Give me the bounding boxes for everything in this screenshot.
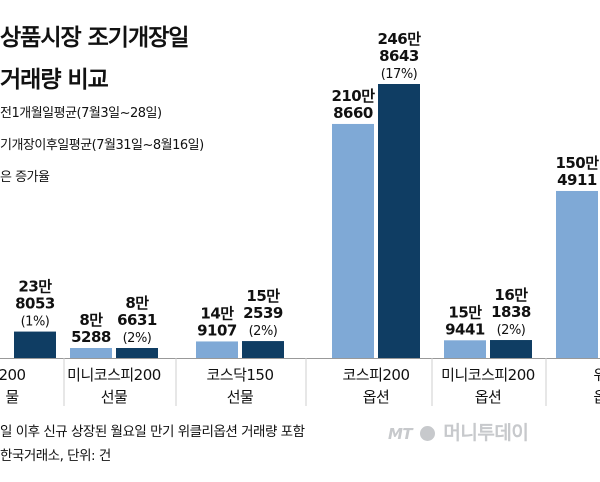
legend-before-label: 전1개월일평균(7월3일~28일) — [0, 106, 162, 121]
value-label-after-3-0: 246만 — [377, 30, 421, 48]
value-label-after-2-2: (2%) — [249, 324, 278, 339]
value-label-after-2-0: 15만 — [246, 287, 280, 305]
legend-after-label: 기개장이후일평균(7월31일~8월16일) — [0, 138, 204, 153]
value-label-before-1-1: 5288 — [71, 328, 111, 346]
category-label-5-1: 위 — [593, 366, 600, 384]
value-label-before-5-0: 150만 — [555, 154, 599, 172]
category-label-3-2: 옵션 — [363, 388, 390, 406]
logo-mt: MT — [388, 425, 413, 443]
bar-after-1 — [116, 348, 158, 358]
value-label-before-4-0: 15만 — [448, 303, 482, 321]
value-label-after-1-2: (2%) — [123, 331, 152, 346]
publisher-logo: MT 머니투데이 — [388, 418, 529, 445]
value-label-before-5-1: 4911 — [557, 171, 597, 189]
category-label-0-1: 200 — [0, 366, 26, 384]
value-label-after-4-1: 1838 — [491, 303, 531, 321]
category-label-4-1: 미니코스피200 — [441, 366, 535, 384]
bar-before-1 — [70, 348, 112, 358]
category-label-0-2: 물 — [5, 388, 18, 406]
value-label-after-4-2: (2%) — [497, 323, 526, 338]
chart-title-line2: 거래량 비교 — [0, 67, 109, 93]
bar-before-5 — [556, 190, 598, 358]
bar-before-4 — [444, 340, 486, 358]
value-label-after-0-2: (1%) — [21, 315, 50, 330]
bar-before-3 — [332, 123, 374, 358]
value-label-after-0-0: 23만 — [18, 278, 52, 296]
source-line: 한국거래소, 단위: 건 — [0, 448, 111, 464]
value-label-before-2-1: 9107 — [197, 321, 237, 339]
value-label-after-1-0: 8만 — [125, 294, 149, 312]
value-label-after-1-1: 6631 — [117, 311, 157, 329]
logo-coin-icon — [420, 426, 436, 441]
value-label-after-3-1: 8643 — [379, 47, 419, 65]
value-label-before-2-0: 14만 — [200, 304, 234, 322]
category-label-2-2: 선물 — [227, 388, 254, 406]
value-label-before-3-1: 8660 — [333, 104, 373, 122]
bar-after-2 — [242, 341, 284, 358]
category-label-2-1: 코스닥150 — [206, 366, 273, 384]
value-label-after-2-1: 2539 — [243, 304, 283, 322]
value-label-after-4-0: 16만 — [494, 286, 528, 304]
category-label-5-2: 옵 — [593, 388, 600, 406]
value-label-before-4-1: 9441 — [445, 320, 485, 338]
value-label-before-1-0: 8만 — [79, 311, 103, 329]
value-label-before-3-0: 210만 — [331, 87, 375, 105]
legend-growth-label: 은 증가율 — [0, 170, 50, 185]
footnote-line: 일 이후 신규 상장된 월요일 만기 위클리옵션 거래량 포함 — [0, 424, 305, 440]
bar-after-4 — [490, 340, 532, 358]
bar-before-2 — [196, 341, 238, 358]
value-label-after-3-2: (17%) — [381, 67, 418, 82]
category-label-3-1: 코스피200 — [342, 366, 409, 384]
category-label-1-1: 미니코스피200 — [67, 366, 161, 384]
chart-title-line1: 상품시장 조기개장일 — [0, 25, 189, 51]
value-label-after-0-1: 8053 — [15, 295, 55, 313]
category-label-4-2: 옵션 — [475, 388, 502, 406]
bar-after-3 — [378, 84, 420, 358]
bar-after-0 — [14, 331, 56, 358]
category-label-1-2: 선물 — [101, 388, 128, 406]
logo-name: 머니투데이 — [443, 422, 529, 444]
